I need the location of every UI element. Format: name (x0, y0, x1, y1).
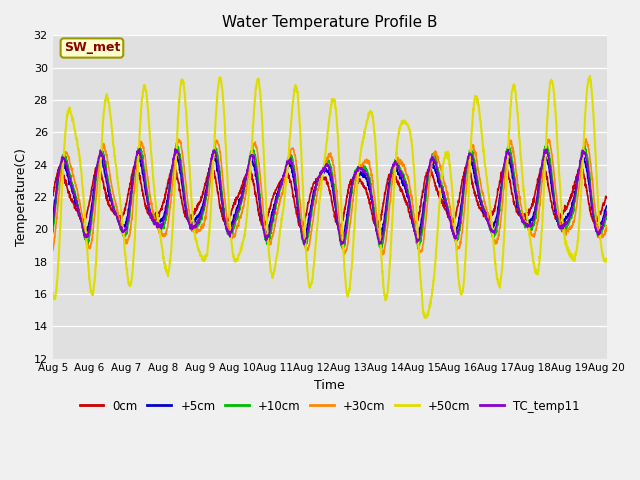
Y-axis label: Temperature(C): Temperature(C) (15, 148, 28, 246)
Title: Water Temperature Profile B: Water Temperature Profile B (222, 15, 437, 30)
Legend: 0cm, +5cm, +10cm, +30cm, +50cm, TC_temp11: 0cm, +5cm, +10cm, +30cm, +50cm, TC_temp1… (75, 395, 584, 417)
Text: SW_met: SW_met (64, 41, 120, 55)
X-axis label: Time: Time (314, 379, 345, 392)
